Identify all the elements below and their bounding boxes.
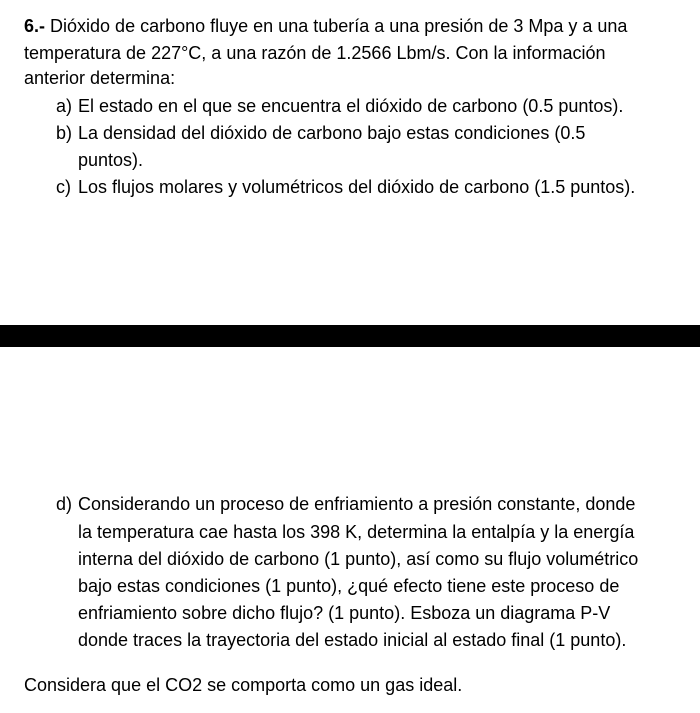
sub-list-top: a) El estado en el que se encuentra el d…: [24, 94, 676, 201]
item-d-line3: interna del dióxido de carbono (1 punto)…: [78, 547, 638, 572]
list-item: b) La densidad del dióxido de carbono ba…: [56, 121, 676, 146]
item-d-line5: enfriamiento sobre dicho flujo? (1 punto…: [78, 601, 610, 626]
list-item-cont: puntos).: [56, 148, 676, 173]
final-note: Considera que el CO2 se comporta como un…: [24, 673, 676, 698]
list-item: c) Los flujos molares y volumétricos del…: [56, 175, 676, 200]
item-d-line6: donde traces la trayectoria del estado i…: [78, 628, 626, 653]
list-item-cont: bajo estas condiciones (1 punto), ¿qué e…: [56, 574, 676, 599]
problem-number: 6.-: [24, 16, 45, 36]
intro-line-1: Dióxido de carbono fluye en una tubería …: [50, 16, 627, 36]
item-d-line1: Considerando un proceso de enfriamiento …: [78, 492, 635, 517]
item-label-b: b): [56, 121, 78, 146]
intro-line-3: anterior determina:: [24, 66, 676, 91]
item-label-d: d): [56, 492, 78, 517]
list-item: a) El estado en el que se encuentra el d…: [56, 94, 676, 119]
list-item: d) Considerando un proceso de enfriamien…: [56, 492, 676, 517]
item-d-line4: bajo estas condiciones (1 punto), ¿qué e…: [78, 574, 619, 599]
item-text-a: El estado en el que se encuentra el dióx…: [78, 94, 623, 119]
item-label-a: a): [56, 94, 78, 119]
sub-list-bottom: d) Considerando un proceso de enfriamien…: [24, 492, 676, 653]
list-item-cont: enfriamiento sobre dicho flujo? (1 punto…: [56, 601, 676, 626]
list-item-cont: la temperatura cae hasta los 398 K, dete…: [56, 520, 676, 545]
intro-line-2: temperatura de 227°C, a una razón de 1.2…: [24, 41, 676, 66]
item-text-b: La densidad del dióxido de carbono bajo …: [78, 121, 585, 146]
item-label-c: c): [56, 175, 78, 200]
item-d-line2: la temperatura cae hasta los 398 K, dete…: [78, 520, 634, 545]
item-text-b-cont: puntos).: [78, 148, 143, 173]
list-item-cont: interna del dióxido de carbono (1 punto)…: [56, 547, 676, 572]
section-divider: [0, 325, 700, 347]
problem-intro: 6.- Dióxido de carbono fluye en una tube…: [24, 14, 676, 39]
item-text-c: Los flujos molares y volumétricos del di…: [78, 175, 635, 200]
list-item-cont: donde traces la trayectoria del estado i…: [56, 628, 676, 653]
